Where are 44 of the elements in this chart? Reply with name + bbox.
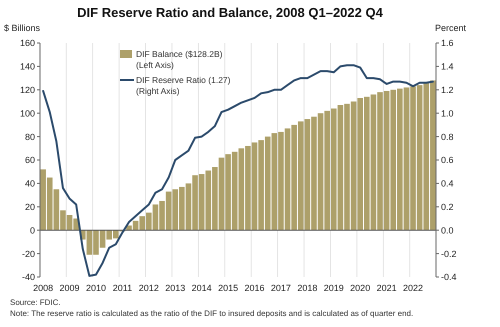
text: Note: The reserve ratio is calculated as the ratio of the DIF to insured deposits and is calculated as of quarter end. xyxy=(10,309,414,318)
y2-tick-label: 0.8 xyxy=(441,132,454,142)
y-tick-label: 0 xyxy=(30,225,35,236)
y-tick-label: 140 xyxy=(20,62,35,72)
y2-tick-label: 1.0 xyxy=(441,108,454,118)
source-note: Source: FDIC. xyxy=(10,298,61,307)
x-tick-label: 2009 xyxy=(60,283,80,293)
x-tick-label: 2013 xyxy=(165,283,186,293)
x-tick-label: 2015 xyxy=(218,283,238,293)
x-tick-label: 2021 xyxy=(376,283,397,293)
y2-tick-label: 0.2 xyxy=(441,202,454,212)
x-tick-label: 2022 xyxy=(403,283,424,293)
y2-tick-label: -0.4 xyxy=(441,272,457,282)
y-axis-title: $ Billions xyxy=(4,23,41,33)
x-tick-label: 2008 xyxy=(33,283,54,293)
y-tick-label: 40 xyxy=(24,178,35,189)
y2-tick-label: 0.4 xyxy=(441,178,454,189)
x-tick-label: 2018 xyxy=(297,283,318,293)
x-tick-label: 2020 xyxy=(350,283,370,293)
y-tick-label: 80 xyxy=(24,132,35,142)
x-tick-label: 2011 xyxy=(112,283,132,293)
y-tick-label: -40 xyxy=(22,272,35,282)
y2-tick-label: 0.6 xyxy=(441,155,454,166)
y-tick-label: 120 xyxy=(20,84,35,95)
y2-tick-label: 1.2 xyxy=(441,84,454,95)
y-tick-label: 160 xyxy=(20,38,35,48)
y2-tick-label: 0.0 xyxy=(441,225,454,236)
x-tick-label: 2010 xyxy=(86,283,106,293)
y2-tick-label: 1.6 xyxy=(441,38,454,48)
y2-tick-label: 1.4 xyxy=(441,62,454,72)
y-tick-label: 100 xyxy=(20,108,35,118)
x-tick-label: 2016 xyxy=(244,283,265,293)
chart-title: DIF Reserve Ratio and Balance, 2008 Q1–2022 Q4 xyxy=(77,5,384,20)
x-tick-label: 2019 xyxy=(324,283,344,293)
y2-axis-title: Percent xyxy=(434,23,466,33)
y-tick-label: 60 xyxy=(24,155,35,166)
x-tick-label: 2012 xyxy=(138,283,159,293)
y-tick-label: -20 xyxy=(22,248,35,259)
legend-label: DIF Balance ($128.2B) (Left Axis) xyxy=(136,49,223,70)
x-tick-label: 2017 xyxy=(270,283,291,293)
y2-tick-label: -0.2 xyxy=(441,248,457,259)
legend-label: DIF Reserve Ratio (1.27) (Right Axis) xyxy=(136,75,231,96)
y-tick-label: 20 xyxy=(24,202,35,212)
x-tick-label: 2014 xyxy=(192,283,212,293)
